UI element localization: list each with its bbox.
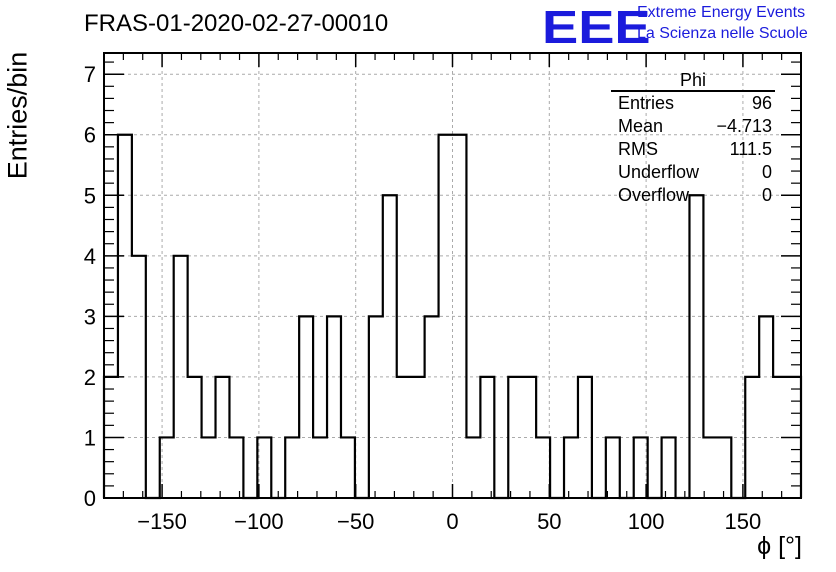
histogram-bin [327, 316, 341, 498]
histogram-bin [703, 437, 717, 498]
x-tick-label: −100 [234, 509, 284, 534]
histogram-bin [369, 316, 383, 498]
stats-value: 96 [751, 93, 772, 113]
stats-value: −4.713 [716, 116, 772, 136]
tick-labels: −150 −100 −50 0 50 100 150 0 1 2 3 4 5 6 7 [84, 62, 762, 534]
histogram-bin [383, 195, 397, 498]
stats-value: 0 [761, 185, 772, 205]
histogram-bin [132, 256, 146, 498]
y-tick-label: 1 [84, 425, 96, 450]
histogram-bin [229, 437, 243, 498]
histogram-bin [564, 437, 578, 498]
stats-label: Mean [618, 116, 664, 136]
histogram-bin [216, 377, 230, 498]
stats-row-rms: RMS 111.5 [611, 138, 775, 161]
histogram-bin [466, 437, 480, 498]
histogram-bin [341, 437, 355, 498]
y-tick-label: 7 [84, 62, 96, 87]
stats-row-underflow: Underflow 0 [611, 161, 775, 184]
stats-value: 0 [761, 162, 772, 182]
axis-ticks [103, 53, 802, 499]
x-tick-label: 50 [537, 509, 561, 534]
y-axis-label: Entries/bin [2, 51, 33, 180]
histogram-bin [202, 437, 216, 498]
histogram-bin [174, 256, 188, 498]
y-tick-label: 3 [84, 304, 96, 329]
run-title: FRAS-01-2020-02-27-00010 [84, 10, 389, 37]
histogram-bin [759, 316, 773, 498]
histogram-bin [536, 437, 550, 498]
x-tick-label: 150 [725, 509, 762, 534]
eee-logo: EEE [542, 1, 651, 53]
logo-line-2: La Scienza nelle Scuole [637, 25, 808, 42]
stats-label: Underflow [618, 162, 700, 182]
y-tick-label: 6 [84, 123, 96, 148]
stats-label: RMS [618, 139, 658, 159]
histogram-bin [285, 437, 299, 498]
histogram-bin [662, 437, 676, 498]
stats-row-entries: Entries 96 [611, 92, 775, 115]
x-tick-label: −150 [137, 509, 187, 534]
histogram-bin [299, 316, 313, 498]
x-axis-label: ϕ [°] [757, 532, 802, 560]
histogram-bin [425, 316, 439, 498]
stats-label: Overflow [618, 185, 690, 205]
stats-value: 111.5 [729, 139, 772, 159]
y-tick-label: 4 [84, 244, 96, 269]
histogram-bin [717, 437, 731, 498]
x-tick-label: −50 [337, 509, 374, 534]
stats-label: Entries [618, 93, 675, 113]
y-tick-label: 0 [84, 486, 96, 511]
y-tick-label: 2 [84, 365, 96, 390]
stats-row-mean: Mean −4.713 [611, 115, 775, 138]
y-tick-label: 5 [84, 183, 96, 208]
histogram-bin [606, 437, 620, 498]
stats-box: Phi Entries 96 Mean −4.713 RMS 111.5 Und… [611, 70, 775, 207]
x-tick-label: 100 [628, 509, 665, 534]
stats-title: Phi [611, 70, 775, 92]
histogram-bin [313, 437, 327, 498]
histogram-bin [689, 195, 703, 498]
x-tick-label: 0 [446, 509, 458, 534]
stats-row-overflow: Overflow 0 [611, 184, 775, 207]
logo-line-1: Extreme Energy Events [637, 4, 806, 21]
